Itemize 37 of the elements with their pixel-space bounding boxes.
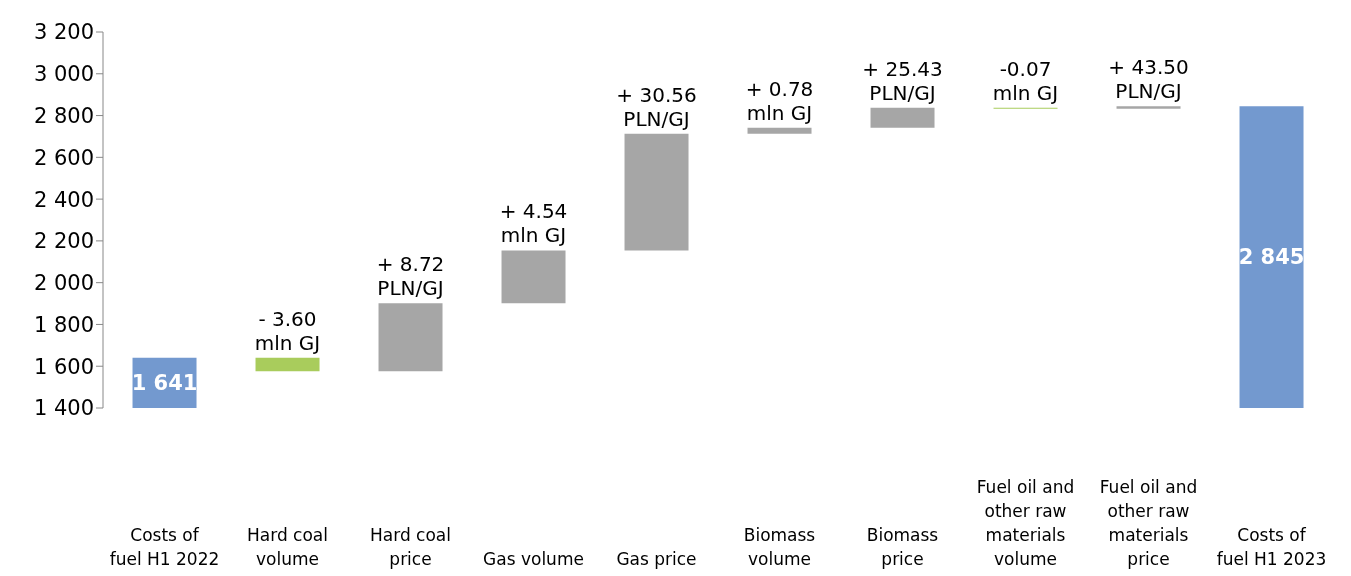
x-tick-label: Gas price	[616, 549, 697, 569]
x-tick-label: Gas volume	[483, 549, 584, 569]
x-tick-label: Hard coal volume	[247, 525, 328, 569]
data-label: 1 641	[131, 370, 198, 395]
y-tick-label: 2 800	[33, 104, 94, 129]
x-tick-label: Hard coal price	[370, 525, 451, 569]
annotation: + 30.56 PLN/GJ	[616, 82, 697, 131]
data-label: 2 845	[1238, 245, 1305, 270]
y-tick-label: 1 600	[33, 354, 94, 379]
y-tick-label: 1 400	[33, 396, 94, 421]
annotation: -0.07 mln GJ	[992, 56, 1059, 105]
bar	[870, 107, 935, 128]
bar	[747, 127, 812, 134]
y-tick-label: 1 800	[33, 312, 94, 337]
bar	[378, 303, 443, 372]
annotation: + 25.43 PLN/GJ	[862, 56, 943, 105]
x-tick-label: Costs of fuel H1 2022	[109, 525, 220, 569]
y-tick-label: 2 000	[33, 271, 94, 296]
bar	[624, 133, 689, 251]
x-tick-label: Fuel oil and other raw materials price	[1099, 477, 1198, 569]
y-tick-label: 2 600	[33, 145, 94, 170]
bar	[501, 250, 566, 304]
annotation: + 0.78 mln GJ	[745, 76, 814, 125]
x-tick-label: Biomass price	[866, 525, 939, 569]
annotation: + 4.54 mln GJ	[499, 199, 568, 248]
y-tick-label: 2 400	[33, 187, 94, 212]
x-tick-label: Biomass volume	[743, 525, 816, 569]
annotation: - 3.60 mln GJ	[254, 306, 321, 355]
annotation: + 43.50 PLN/GJ	[1108, 55, 1189, 104]
bar	[255, 357, 320, 372]
annotation: + 8.72 PLN/GJ	[376, 252, 445, 301]
bar	[1116, 106, 1181, 109]
y-tick-label: 3 200	[33, 20, 94, 45]
y-tick-label: 2 200	[33, 229, 94, 254]
x-tick-label: Costs of fuel H1 2023	[1216, 525, 1327, 569]
y-tick-label: 3 000	[33, 62, 94, 87]
x-tick-label: Fuel oil and other raw materials volume	[976, 477, 1075, 569]
